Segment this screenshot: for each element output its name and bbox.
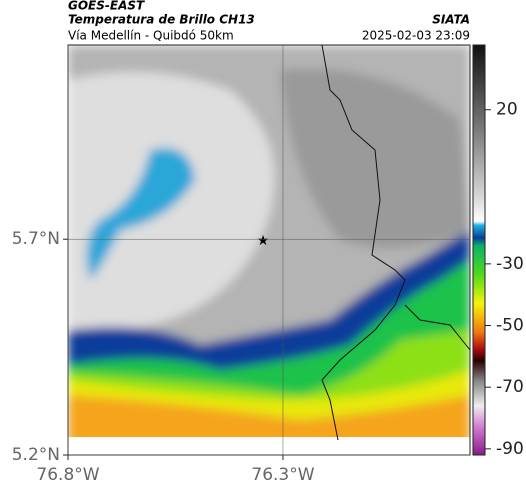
satellite-image bbox=[68, 45, 470, 455]
timestamp: 2025-02-03 23:09 bbox=[362, 29, 470, 43]
subtitle: Temperatura de Brillo CH13 bbox=[68, 13, 255, 27]
lon-tick-label: 76.3°W bbox=[251, 465, 314, 485]
region: Vía Medellín - Quibdó 50km bbox=[68, 29, 234, 43]
colorbar bbox=[472, 44, 486, 456]
colorbar-tick-label: -50 bbox=[496, 316, 524, 336]
lat-tick-label: 5.7°N bbox=[12, 229, 60, 249]
lon-tick-label: 76.8°W bbox=[36, 465, 99, 485]
colorbar-tick-label: 20 bbox=[496, 100, 518, 120]
location-marker: ★ bbox=[257, 233, 270, 249]
source: SIATA bbox=[432, 13, 470, 27]
title: GOES-EAST bbox=[68, 0, 145, 13]
lat-tick-label: 5.2°N bbox=[12, 445, 60, 465]
colorbar-tick-label: -30 bbox=[496, 254, 524, 274]
colorbar-tick-label: -90 bbox=[496, 439, 524, 459]
colorbar-tick-label: -70 bbox=[496, 377, 524, 397]
